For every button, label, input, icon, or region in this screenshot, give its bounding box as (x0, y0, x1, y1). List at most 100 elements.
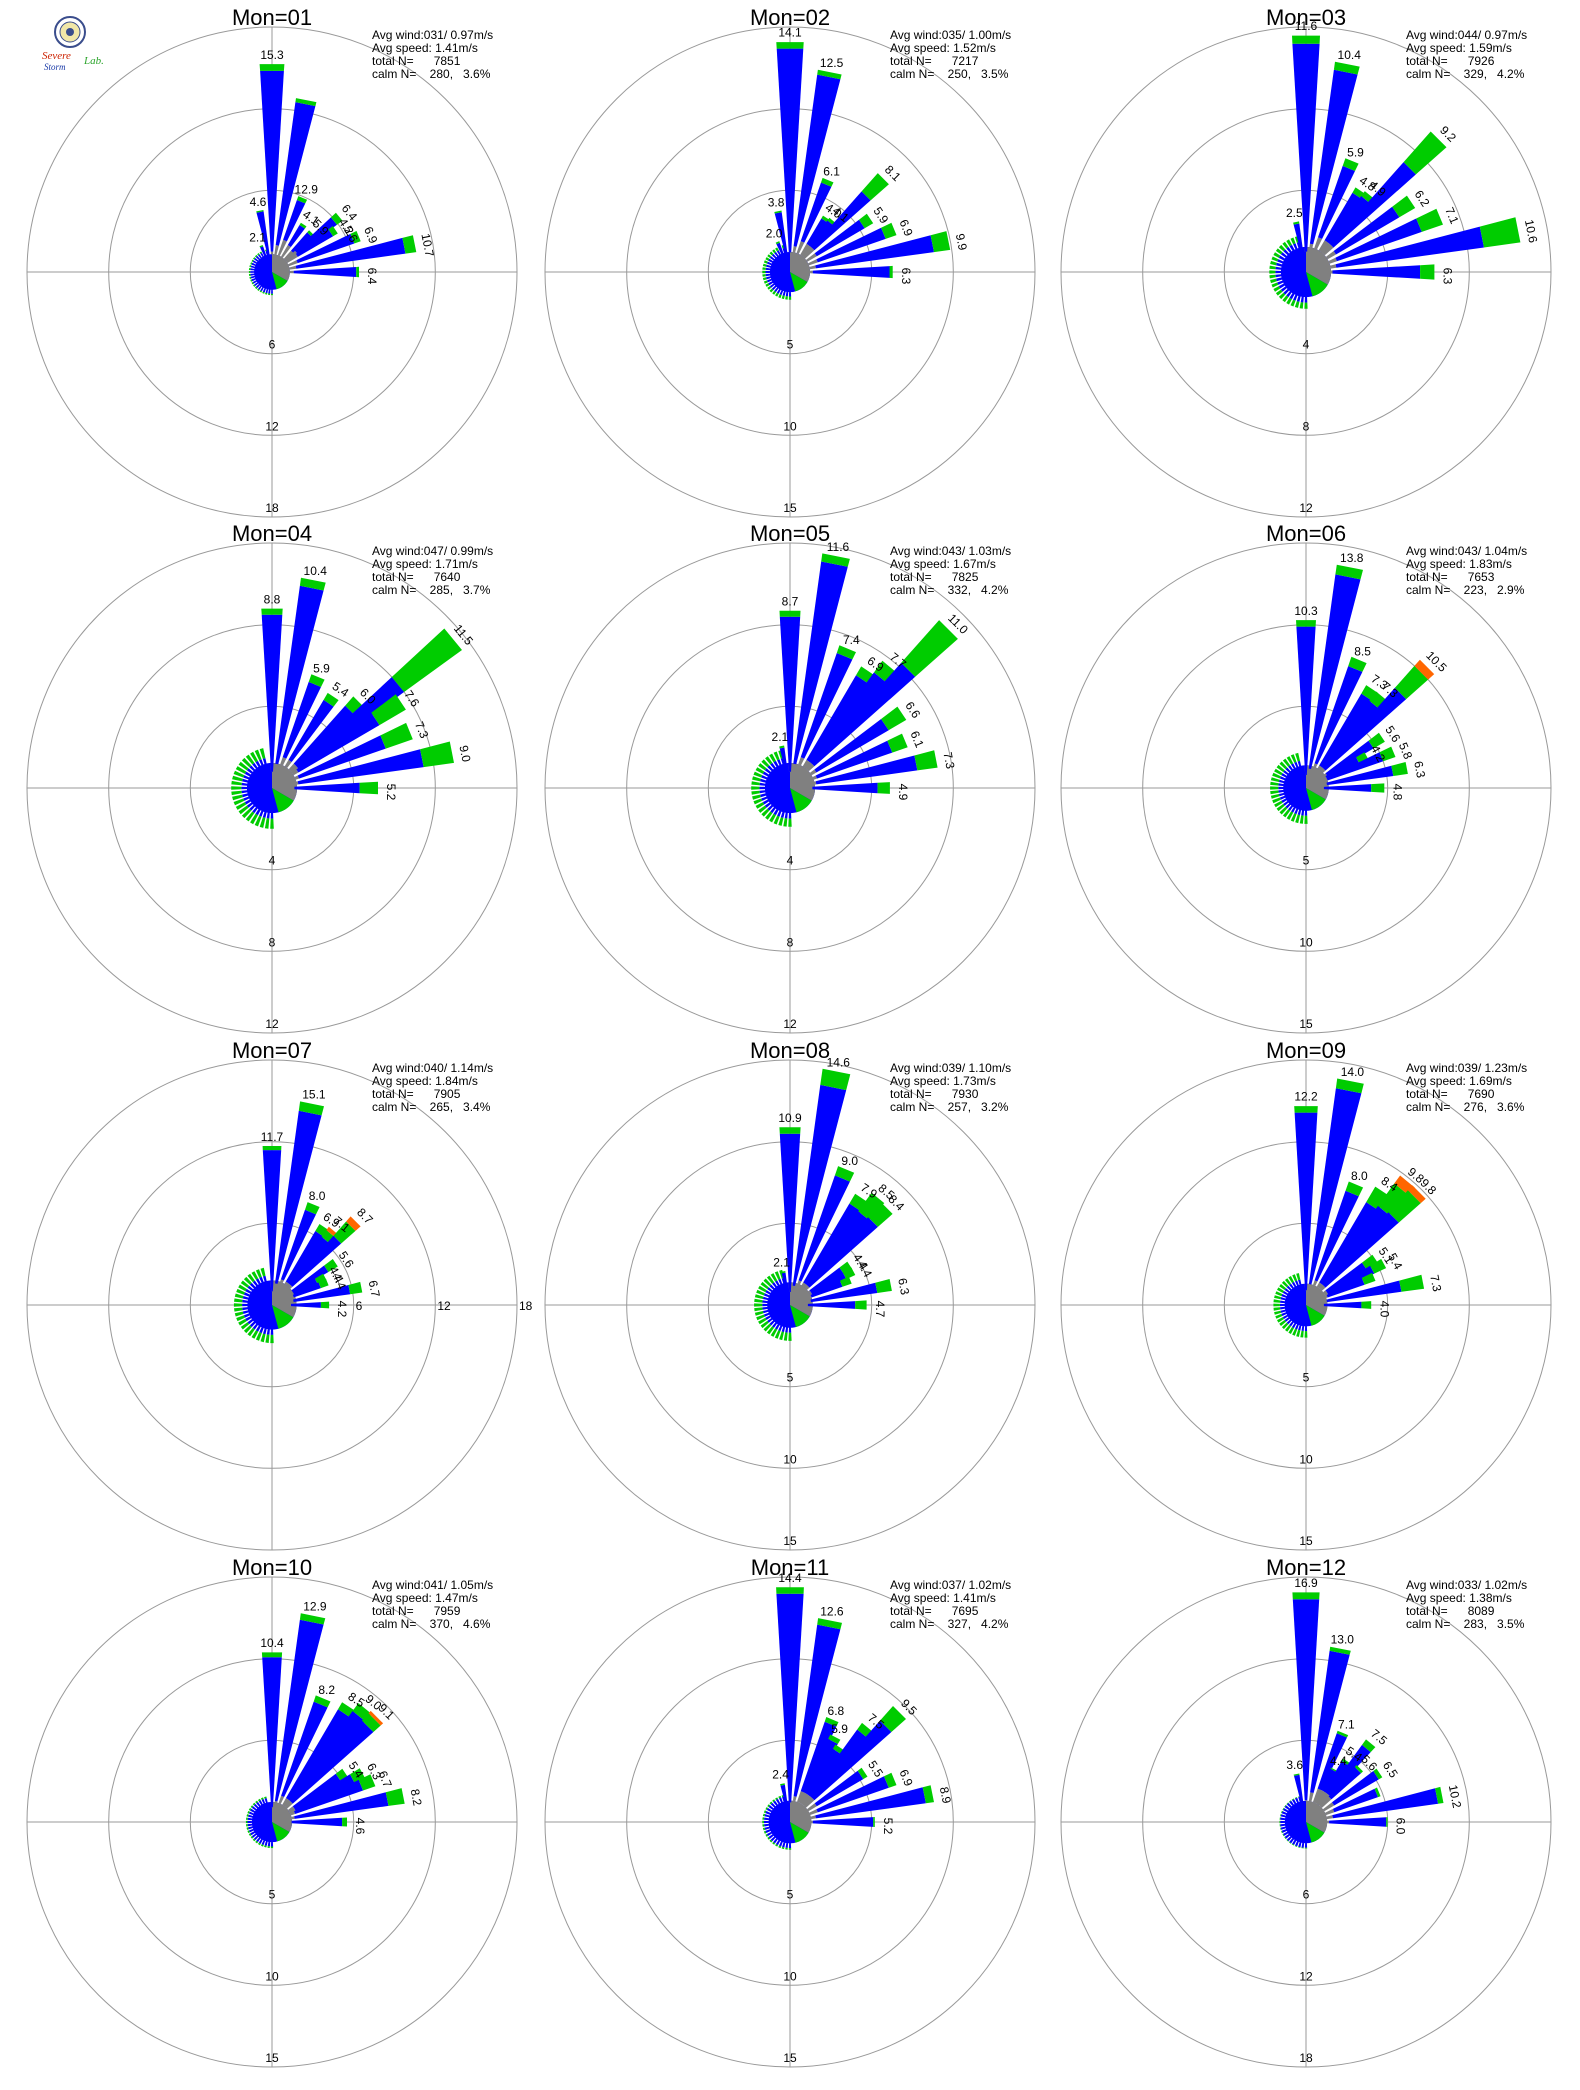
petal-7-s2 (292, 1278, 318, 1295)
stub-petal-green (260, 1333, 266, 1343)
stub-petal-green (762, 274, 766, 277)
petal-5-s1 (1321, 768, 1326, 773)
stub-petal-green (241, 808, 252, 819)
stub-petal-green (1273, 1307, 1281, 1311)
stub-petal-green (1296, 1273, 1301, 1281)
stat-total: total N= 7690 (1406, 1087, 1495, 1101)
panel-title: Mon=05 (750, 521, 830, 546)
petal-6-s3 (1392, 195, 1416, 218)
petal-0-s3 (262, 1146, 282, 1151)
petal-10-s1 (811, 1820, 813, 1824)
stub-petal-green (238, 761, 249, 771)
petal-label-7: 4.6 (250, 195, 267, 209)
stub-petal-green (1288, 1841, 1292, 1844)
stub-petal-green (1286, 811, 1294, 820)
calm-sector-gray (790, 251, 811, 282)
stub-petal-green (778, 1795, 782, 1799)
stat-avg-speed: Avg speed: 1.73m/s (890, 1074, 996, 1088)
ring-label-2: 10 (783, 1969, 797, 1983)
petal-5-s4 (1407, 1185, 1426, 1204)
petal-label-8: 7.1 (1442, 205, 1461, 226)
stub-petal-green (234, 1307, 243, 1312)
stub-petal-green (772, 290, 776, 295)
stub-petal-green (1290, 754, 1297, 763)
stub-petal-green (754, 1298, 763, 1303)
stub-petal-green (1274, 1310, 1282, 1315)
stub-petal-green (765, 1834, 768, 1837)
stub-petal-green (268, 293, 271, 296)
logo-text-lab: Lab. (83, 55, 104, 67)
stub-petal-green (1279, 1820, 1281, 1824)
stub-petal-green (781, 295, 785, 300)
petal-2-s2 (281, 1701, 328, 1797)
petal-label-9: 10.6 (1522, 218, 1540, 244)
petal-label-6: 10.7 (418, 232, 436, 258)
stat-calm: calm N= 370, 4.6% (372, 1617, 491, 1631)
petal-2-s3 (821, 177, 834, 187)
stub-petal-green (1288, 1800, 1292, 1803)
petal-3-s3 (828, 1734, 841, 1744)
stub-petal-green (253, 257, 256, 260)
petal-label-10: 2.4 (772, 1768, 789, 1782)
petal-5-s4 (368, 1710, 384, 1726)
petal-11-s2 (776, 242, 790, 272)
petal-label-8: 6.5 (1380, 1759, 1401, 1781)
stub-petal-green (773, 751, 780, 761)
ring-label-3: 15 (1299, 1534, 1313, 1548)
stub-petal-green (785, 296, 788, 300)
petal-9-s1 (810, 270, 813, 274)
petal-2-s2 (1314, 1190, 1359, 1282)
petal-1-s1 (792, 246, 797, 253)
petal-6-s3 (839, 1261, 852, 1274)
petal-0-s2 (1292, 1599, 1320, 1801)
petal-1-s3 (817, 1618, 842, 1630)
stub-petal-green (778, 294, 782, 299)
petal-3-s2 (806, 218, 828, 246)
calm-sector-gray (1306, 765, 1329, 800)
petal-4-s1 (803, 1283, 808, 1289)
stub-petal-green (778, 817, 784, 826)
stub-petal-green (755, 767, 765, 774)
petal-5-s1 (802, 1795, 813, 1807)
petal-4-s2 (805, 1211, 869, 1286)
petal-8-s2 (810, 1280, 843, 1298)
petal-5-s1 (288, 1284, 293, 1289)
stub-petal-green (241, 757, 252, 768)
windrose-4: 48128.86.05.210.45.95.411.57.67.39.0Mon=… (26, 521, 518, 1034)
ring-label-2: 10 (265, 1969, 279, 1983)
petal-2-s1 (1313, 1280, 1318, 1286)
ring-label-2: 8 (787, 935, 794, 949)
petal-4-s1 (1319, 766, 1324, 772)
stub-petal-green (265, 292, 268, 295)
petal-8-s3 (402, 235, 417, 254)
petal-7-s2 (1326, 1265, 1375, 1295)
petal-1-s1 (1308, 1792, 1314, 1802)
stub-petal-green (1279, 1824, 1281, 1827)
petal-label-3: 14.0 (1341, 1065, 1365, 1079)
stub-petal-green (763, 1323, 772, 1332)
stub-petal-green (1270, 794, 1280, 799)
stub-petal-green (763, 260, 768, 264)
petal-2-s3 (305, 1202, 320, 1215)
petal-label-4: 7.1 (1338, 1717, 1355, 1731)
calm-sector-gray (790, 1282, 813, 1317)
stub-petal-green (754, 1294, 764, 1299)
petal-label-10: 2.1 (773, 1256, 790, 1270)
petal-8-s1 (1325, 1808, 1335, 1816)
petal-11-s3 (780, 1783, 785, 1786)
stub-petal-green (1281, 1830, 1283, 1834)
stat-calm: calm N= 327, 4.2% (890, 1617, 1009, 1631)
petal-0-s2 (776, 48, 804, 253)
stub-petal-green (1277, 1317, 1284, 1323)
stub-petal-green (1290, 237, 1296, 245)
petal-4-s2 (1321, 700, 1380, 769)
stub-petal-green (766, 1275, 775, 1284)
stub-petal-green (754, 1307, 763, 1312)
stub-petal-green (1304, 302, 1308, 309)
stub-petal-green (235, 802, 247, 810)
petal-7-s2 (1335, 218, 1422, 262)
stub-petal-green (233, 770, 245, 778)
stub-petal-green (1278, 244, 1286, 252)
calm-sector-green (790, 1305, 810, 1327)
